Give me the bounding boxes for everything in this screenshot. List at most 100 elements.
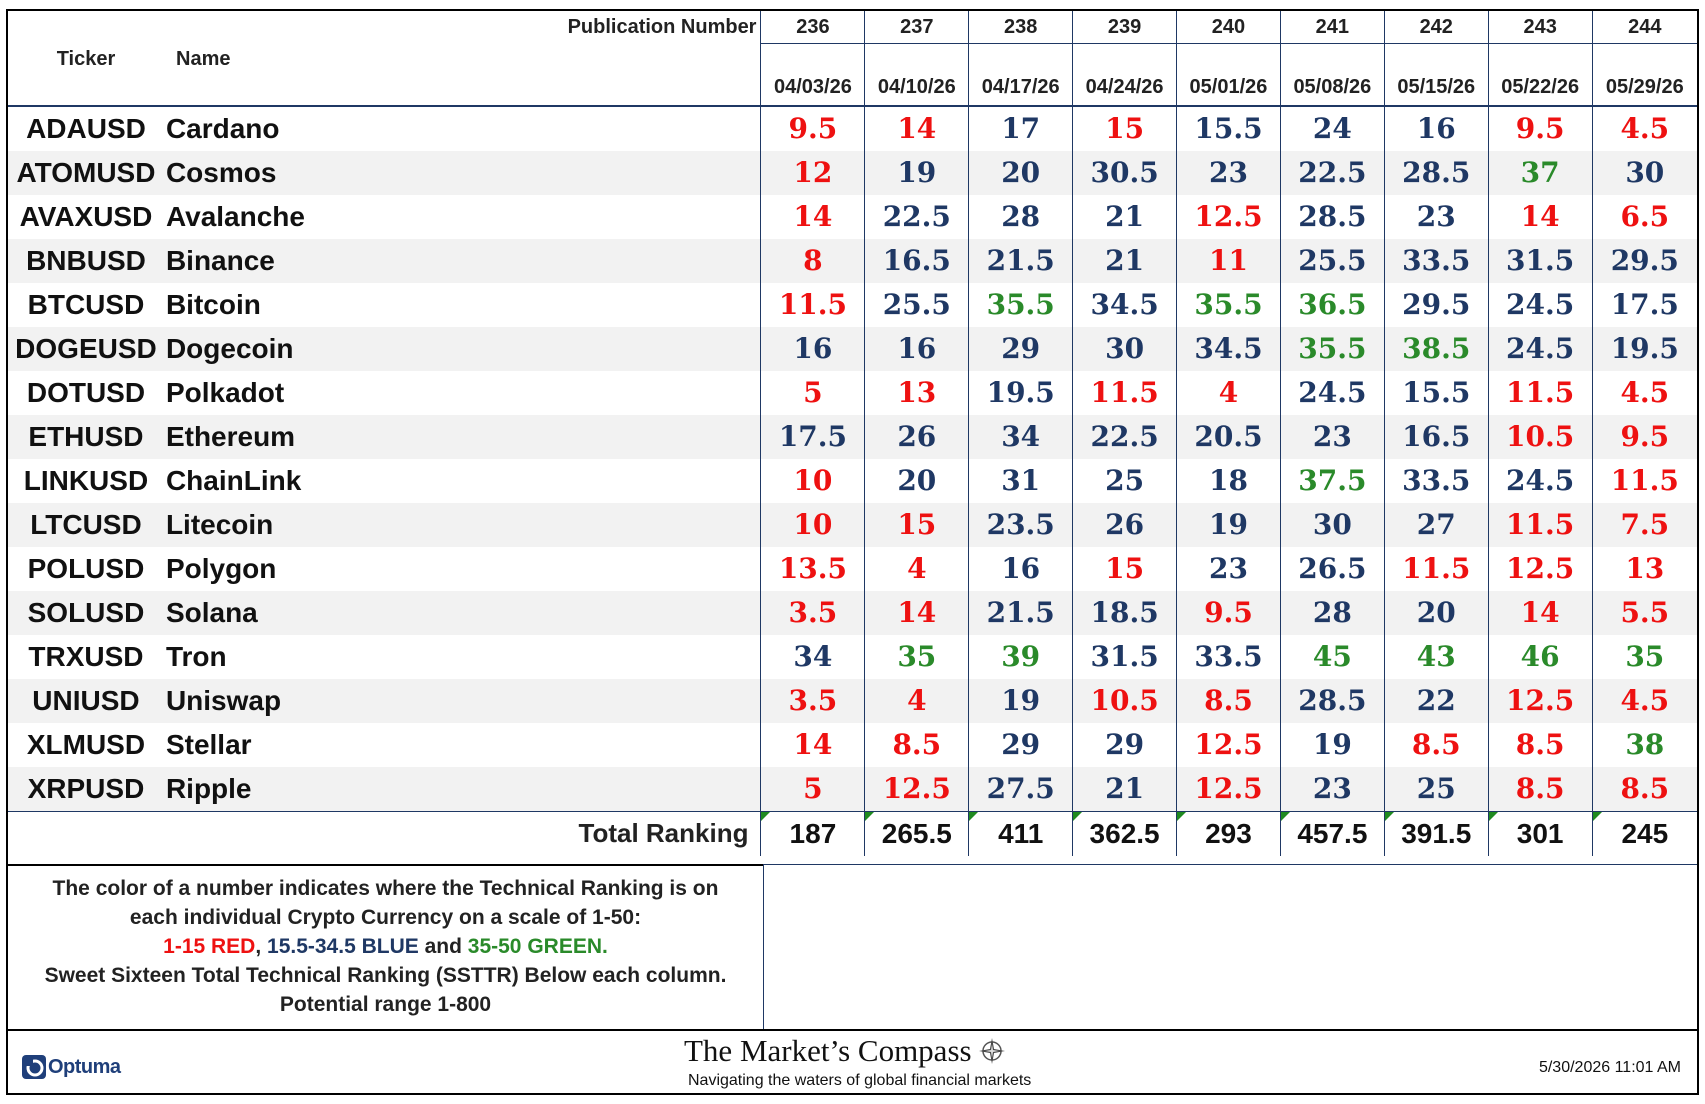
total-value-text: 265.5	[881, 817, 952, 849]
ranking-value: 3.5	[760, 678, 865, 723]
ranking-value: 43	[1383, 634, 1489, 679]
ranking-value: 19.5	[968, 370, 1073, 415]
publication-date: 05/29/26	[1591, 70, 1697, 106]
table-row: XLMUSD Stellar 14 8.5 29 29 12.5 19 8.5 8.5 38	[8, 722, 1697, 767]
ranking-value: 11.5	[1487, 502, 1593, 547]
ranking-value: 22.5	[1072, 414, 1177, 459]
ranking-table: Publication Number 236 237 238 239 240 241 242…	[8, 11, 1697, 856]
brand-subtitle: Navigating the waters of global financia…	[688, 1072, 1032, 1089]
ranking-value: 17	[968, 105, 1073, 151]
cell-marker	[865, 811, 875, 821]
ranking-value: 22	[1383, 678, 1489, 723]
ticker-cell: UNIUSD	[8, 678, 164, 723]
total-value: 301	[1487, 810, 1593, 856]
name-cell: Bitcoin	[165, 288, 261, 320]
name-cell: Avalanche	[165, 200, 305, 232]
ranking-value: 30.5	[1072, 150, 1177, 195]
ranking-value: 45	[1279, 634, 1385, 679]
cell-marker	[1177, 811, 1187, 821]
header-gap-cell	[968, 43, 1073, 71]
ranking-value: 31.5	[1072, 634, 1177, 679]
ranking-value: 26	[1072, 502, 1177, 547]
header-gap-cell	[1591, 43, 1697, 71]
legend-blue: 15.5-34.5 BLUE	[267, 935, 419, 958]
ranking-value: 28.5	[1279, 194, 1385, 239]
cell-marker	[969, 811, 979, 821]
publication-label: Publication Number	[567, 15, 757, 38]
ranking-value: 17.5	[1591, 282, 1697, 327]
ranking-value: 21.5	[968, 590, 1073, 635]
legend-line-1: The color of a number indicates where th…	[52, 877, 719, 900]
cell-marker	[1489, 811, 1498, 821]
ranking-value: 4.5	[1591, 105, 1697, 151]
publication-number: 241	[1279, 11, 1385, 44]
ticker-cell: ETHUSD	[8, 414, 164, 459]
name-cell: Dogecoin	[163, 326, 761, 371]
ranking-value: 23	[1279, 766, 1385, 811]
legend-sep-2: and	[418, 935, 468, 958]
ranking-value: 15.5	[1176, 105, 1281, 151]
total-value-text: 187	[789, 817, 837, 849]
ranking-value: 12.5	[1487, 546, 1593, 591]
ticker-cell: LINKUSD	[23, 464, 149, 496]
ranking-value: 34	[760, 634, 865, 679]
ranking-value: 28	[968, 194, 1073, 239]
ranking-value: 24.5	[1487, 326, 1593, 371]
ranking-value: 24.5	[1487, 282, 1593, 327]
ranking-value: 35	[864, 634, 969, 679]
header-gap-cell	[1072, 43, 1177, 71]
ranking-value: 28	[1279, 590, 1385, 635]
brand-title: The Market’s Compass	[684, 1033, 1006, 1069]
name-cell: Solana	[163, 590, 761, 635]
publication-number: 244	[1591, 11, 1697, 44]
name-cell: Cosmos	[163, 150, 761, 195]
ranking-value: 4	[864, 546, 969, 591]
ranking-value: 29.5	[1591, 238, 1697, 283]
table-row: ETHUSD Ethereum 17.5 26 34 22.5 20.5 23 16.5 10.5…	[8, 414, 1697, 459]
ranking-value: 23	[1176, 150, 1281, 195]
ranking-value: 33.5	[1383, 458, 1489, 503]
ranking-value: 12.5	[1487, 678, 1593, 723]
publication-date: 05/15/26	[1383, 70, 1489, 106]
ticker-cell: AVAXUSD	[19, 200, 153, 232]
ranking-value: 26.5	[1279, 546, 1385, 591]
header-gap-cell	[1176, 43, 1281, 71]
publication-number: 240	[1176, 11, 1281, 44]
ranking-value: 35	[1591, 634, 1697, 679]
ranking-value: 8.5	[864, 722, 969, 767]
ranking-value: 10	[760, 502, 865, 547]
name-cell: Polygon	[165, 552, 277, 584]
ranking-value: 7.5	[1591, 502, 1697, 547]
ranking-value: 12.5	[1176, 766, 1281, 811]
ticker-cell: ATOMUSD	[8, 150, 164, 195]
ranking-value: 10.5	[1072, 678, 1177, 723]
table-row: POLUSD Polygon 13.5 4 16 15 23 26.5 11.5 12.5 13	[8, 546, 1697, 591]
ranking-value: 4.5	[1591, 678, 1697, 723]
ranking-value: 14	[864, 105, 969, 151]
ticker-cell: SOLUSD	[8, 590, 164, 635]
ranking-value: 10.5	[1487, 414, 1593, 459]
ranking-value: 13	[864, 370, 969, 415]
ranking-value: 12.5	[1176, 194, 1281, 239]
date-row: 04/03/26 04/10/26 04/17/26 04/24/26 05/01/26…	[8, 70, 1697, 106]
total-value: 265.5	[864, 810, 969, 856]
ranking-value: 19	[1279, 722, 1385, 767]
publication-date: 04/17/26	[968, 70, 1073, 106]
ranking-value: 30	[1072, 326, 1177, 371]
ranking-value: 10	[760, 458, 865, 503]
ranking-value: 46	[1487, 634, 1593, 679]
ranking-value: 28.5	[1279, 678, 1385, 723]
ranking-value: 26	[864, 414, 969, 459]
table-row: ATOMUSD Cosmos 12 19 20 30.5 23 22.5 28.5 37 30	[8, 150, 1697, 195]
total-value-text: 293	[1205, 817, 1252, 849]
header-gap-row: Ticker Name	[8, 43, 1697, 71]
ranking-value: 16	[1383, 105, 1489, 151]
ranking-value: 21	[1072, 194, 1177, 239]
ranking-value: 8.5	[1591, 766, 1697, 811]
ranking-value: 13	[1591, 546, 1697, 591]
table-row: AVAXUSD Avalanche 14 22.5 28 21 12.5 28.5 23 14 6.…	[8, 194, 1697, 239]
publication-date: 05/08/26	[1279, 70, 1385, 106]
legend-line-5: Potential range 1-800	[279, 993, 492, 1016]
total-value-text: 362.5	[1089, 817, 1160, 849]
ranking-value: 11.5	[1591, 458, 1697, 503]
